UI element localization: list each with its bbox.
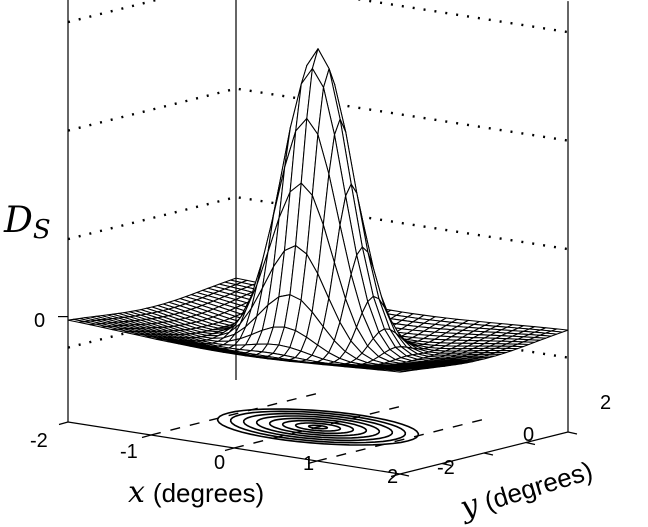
z-tick-label: 0: [34, 310, 45, 332]
contour-line: [242, 412, 394, 442]
contour-line: [216, 408, 420, 446]
wall-gridline: [67, 87, 569, 142]
x-tick-label: 2: [387, 466, 398, 488]
contour-line: [307, 424, 329, 430]
floor-gridline: [150, 392, 320, 436]
x-tick-label: 1: [303, 453, 314, 475]
contour-plot: [216, 408, 420, 446]
y-tick: [441, 462, 452, 467]
y-tick-label: 2: [600, 392, 611, 414]
x-tick-label: 0: [214, 452, 225, 474]
floor-gridline: [233, 405, 403, 449]
y-tick: [399, 473, 410, 477]
contour-line: [255, 415, 381, 439]
y-axis-label: y(degrees): [454, 452, 596, 526]
contour-line: [294, 422, 342, 432]
y-tick-label: 0: [523, 424, 534, 446]
contour-line: [268, 417, 368, 437]
axes: [58, 0, 578, 478]
y-tick: [525, 441, 536, 446]
surface-facet: [388, 369, 407, 373]
x-tick-label: -2: [30, 430, 48, 452]
y-tick: [567, 431, 578, 435]
contour-line: [281, 419, 355, 435]
x-tick: [390, 473, 401, 478]
contour-line: [229, 410, 407, 444]
floor-gridline: [316, 418, 486, 462]
x-tick: [224, 447, 235, 452]
surface-mesh: [67, 48, 569, 373]
z-axis-label: DS: [3, 200, 51, 245]
wall-gridline: [67, 0, 569, 34]
x-tick: [307, 460, 318, 465]
x-tick: [58, 421, 69, 426]
x-axis-label: x (degrees): [128, 475, 264, 510]
wall-gridline: [67, 195, 569, 251]
y-tick-label: -2: [437, 457, 455, 479]
y-tick: [483, 452, 494, 456]
x-tick-label: -1: [120, 441, 138, 463]
x-tick: [141, 434, 152, 439]
